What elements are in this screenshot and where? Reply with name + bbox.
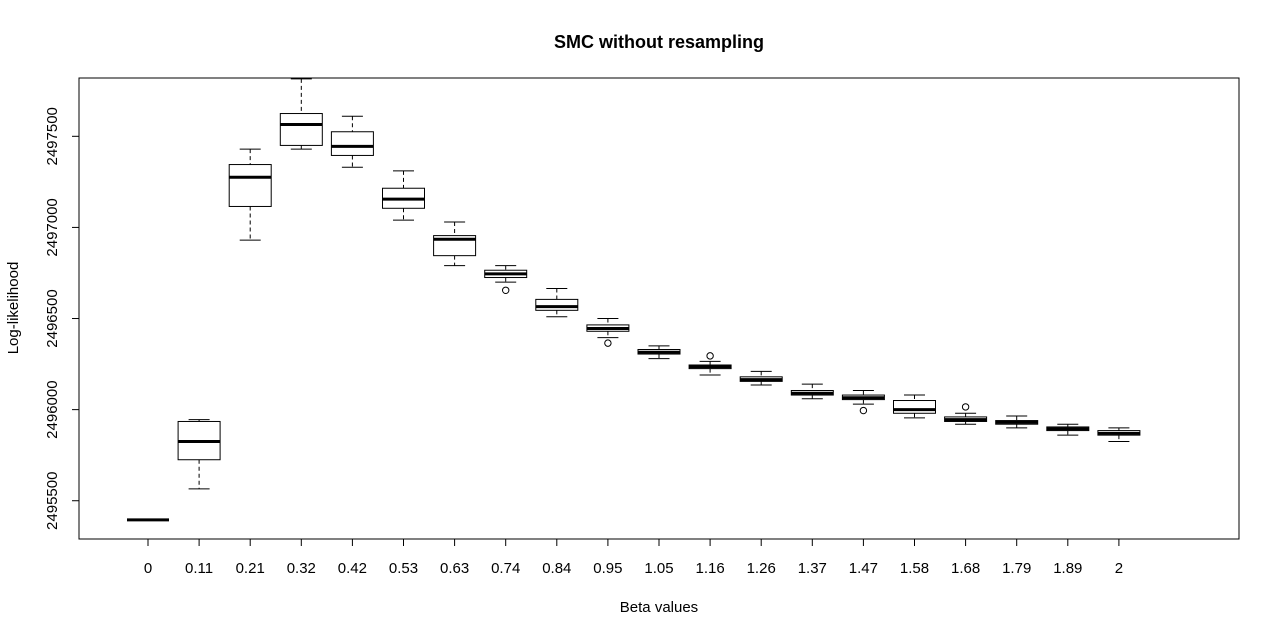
box-1.16 — [688, 352, 732, 376]
x-tick-label: 0.95 — [593, 560, 622, 577]
y-tick-label: 2497500 — [44, 107, 61, 165]
x-axis-label: Beta values — [620, 599, 698, 616]
box-body — [228, 164, 272, 207]
box-1.47 — [841, 389, 885, 415]
y-tick-label: 2495500 — [44, 472, 61, 530]
box-0.84 — [535, 287, 579, 318]
outlier-point — [961, 403, 970, 411]
outlier-point — [604, 339, 612, 347]
box-body — [535, 298, 579, 311]
x-tick-label: 1.58 — [900, 560, 929, 577]
x-tick-label: 0.42 — [338, 560, 367, 577]
box-1.05 — [637, 345, 681, 360]
box-1.79 — [995, 415, 1039, 429]
box-0.42 — [330, 115, 374, 168]
box-0.74 — [484, 265, 528, 294]
box-0.21 — [228, 148, 272, 241]
x-tick-label: 1.68 — [951, 560, 980, 577]
box-1.58 — [893, 394, 936, 419]
box-1.37 — [790, 383, 834, 400]
outlier-point — [859, 406, 868, 415]
y-axis: 2495500 2496000 2496500 2497000 2497500 — [44, 107, 80, 530]
box-series — [127, 78, 1141, 522]
box-0.11 — [177, 419, 221, 490]
x-tick-label: 1.26 — [747, 560, 776, 577]
outlier-point — [502, 286, 510, 294]
x-tick-label: 0.63 — [440, 560, 469, 577]
y-axis-label: Log-likelihood — [5, 262, 22, 355]
x-tick-label: 1.79 — [1002, 560, 1031, 577]
x-tick-label: 0.74 — [491, 560, 520, 577]
box-body — [279, 113, 323, 146]
chart-title: SMC without resampling — [554, 32, 764, 52]
box-0.32 — [279, 78, 323, 150]
x-tick-label: 1.89 — [1053, 560, 1082, 577]
box-1.89 — [1046, 423, 1090, 436]
x-tick-label: 0.32 — [287, 560, 316, 577]
y-tick-label: 2496000 — [44, 380, 61, 438]
box-body — [330, 131, 374, 156]
box-0.63 — [433, 221, 477, 267]
x-tick-label: 0.84 — [542, 560, 571, 577]
box-0.53 — [382, 170, 425, 221]
x-tick-label: 0.21 — [236, 560, 265, 577]
x-axis: 0 0.11 0.21 0.32 0.42 0.53 0.63 0.74 0.84 0.95 1.0… — [144, 538, 1123, 577]
box-0.95 — [586, 318, 630, 347]
x-tick-label: 1.37 — [798, 560, 827, 577]
box-body — [893, 400, 936, 414]
x-tick-label: 1.16 — [695, 560, 724, 577]
box-2 — [1097, 427, 1141, 443]
x-tick-label: 0.53 — [389, 560, 418, 577]
outlier-point — [706, 352, 714, 360]
box-1.26 — [739, 370, 783, 386]
x-tick-label: 0 — [144, 560, 152, 577]
x-tick-label: 0.11 — [185, 560, 213, 577]
x-tick-label: 1.05 — [644, 560, 673, 577]
plot-frame — [78, 77, 1240, 540]
x-tick-label: 1.47 — [849, 560, 878, 577]
x-tick-label: 2 — [1115, 560, 1123, 577]
box-1.68 — [944, 403, 988, 425]
y-tick-label: 2496500 — [44, 289, 61, 347]
y-tick-label: 2497000 — [44, 198, 61, 256]
